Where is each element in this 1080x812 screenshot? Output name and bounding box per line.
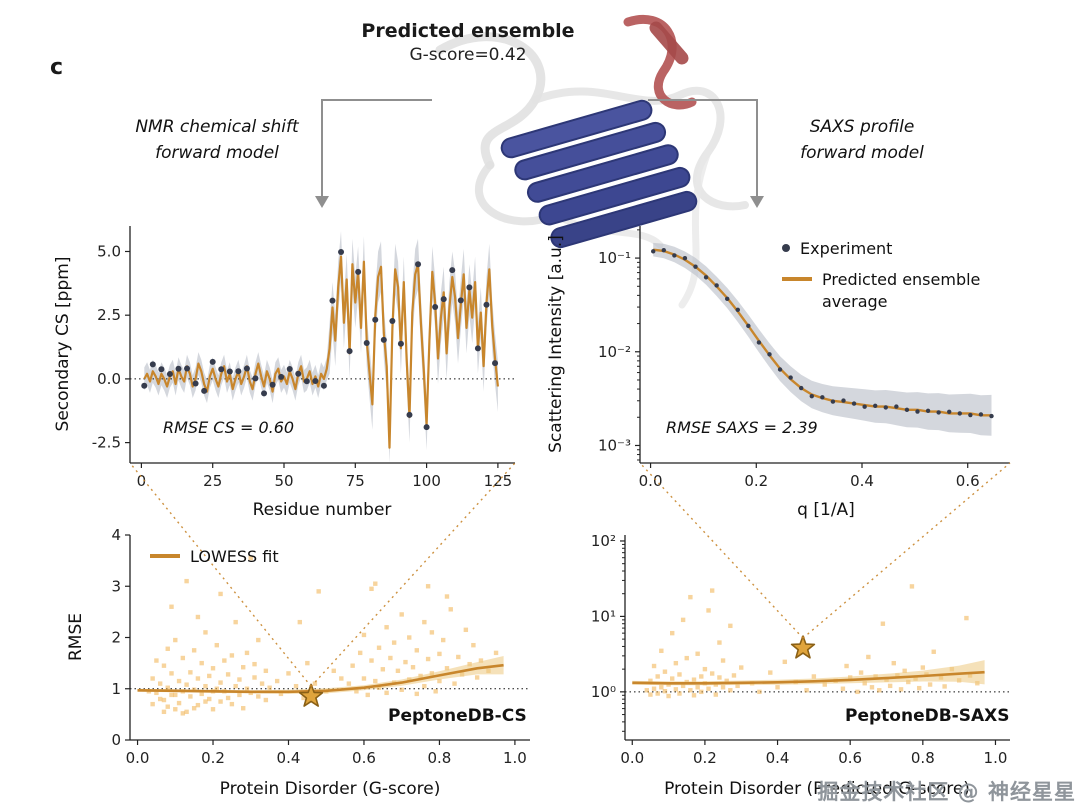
svg-text:4: 4 (111, 526, 121, 544)
callout-line: NMR chemical shift (135, 117, 299, 137)
svg-text:2.5: 2.5 (97, 306, 121, 324)
svg-text:100: 100 (412, 472, 441, 490)
svg-text:3: 3 (111, 577, 121, 595)
svg-text:0.6: 0.6 (956, 472, 980, 490)
svg-text:75: 75 (346, 472, 365, 490)
svg-text:0.2: 0.2 (744, 472, 768, 490)
saxs-forward-model-label: SAXS profile forward model (800, 114, 924, 166)
legend-label: LOWESS fit (190, 547, 279, 566)
coil-ribbon (531, 86, 749, 211)
svg-text:2: 2 (111, 629, 121, 647)
callout-line: forward model (155, 143, 279, 163)
legend-row-lowess: LOWESS fit (150, 546, 279, 568)
cs-x-axis-label: Residue number (252, 500, 392, 520)
svg-text:0.0: 0.0 (126, 749, 150, 767)
rmse-y-axis-label: RMSE (66, 612, 86, 662)
svg-text:0.2: 0.2 (693, 749, 717, 767)
svg-text:0.0: 0.0 (639, 472, 663, 490)
svg-text:0.4: 0.4 (850, 472, 874, 490)
svg-text:50: 50 (274, 472, 293, 490)
legend-row-experiment: Experiment (782, 238, 1007, 260)
cs-y-axis-label: Secondary CS [ppm] (53, 256, 73, 432)
predicted-line-icon (782, 277, 812, 281)
ensemble-title: Predicted ensemble (361, 20, 575, 42)
experiment-dot-icon (782, 244, 790, 252)
svg-text:1.0: 1.0 (984, 749, 1008, 767)
svg-text:0.0: 0.0 (97, 370, 121, 388)
peptonedb-cs-label: PeptoneDB-CS (388, 706, 527, 726)
coil-ribbon (551, 211, 664, 249)
svg-text:10²: 10² (591, 532, 616, 550)
gscore-subtitle: G-score=0.42 (409, 45, 527, 65)
rmse-cs-annotation: RMSE CS = 0.60 (163, 418, 295, 437)
watermark: 掘金技术社区 @ 神经星星 (817, 780, 1076, 804)
beta-strand-red (649, 21, 689, 65)
svg-text:0.4: 0.4 (766, 749, 790, 767)
svg-text:10⁰: 10⁰ (591, 683, 616, 701)
svg-text:10¹: 10¹ (591, 607, 616, 625)
gscore-x-axis-label: Protein Disorder (G-score) (219, 779, 441, 799)
legend-label: Experiment (800, 239, 893, 258)
svg-text:1.0: 1.0 (503, 749, 527, 767)
svg-text:5.0: 5.0 (97, 242, 121, 260)
saxs-x-axis-label: q [1/A] (797, 500, 855, 520)
svg-text:0.2: 0.2 (201, 749, 225, 767)
coil-ribbon (678, 148, 712, 309)
legend-label: Predicted ensemble average (822, 270, 981, 311)
nmr-forward-model-label: NMR chemical shift forward model (135, 114, 298, 166)
svg-text:10⁻¹: 10⁻¹ (598, 249, 631, 267)
svg-text:0.4: 0.4 (277, 749, 301, 767)
svg-text:0: 0 (111, 731, 121, 749)
svg-text:25: 25 (203, 472, 222, 490)
coil-ribbon (474, 161, 559, 226)
svg-text:0.8: 0.8 (428, 749, 452, 767)
saxs-y-axis-label: Scattering Intensity [a.u.] (546, 235, 566, 453)
lowess-line-icon (150, 554, 180, 558)
svg-text:-2.5: -2.5 (92, 434, 121, 452)
lowess-legend: LOWESS fit (150, 546, 279, 568)
svg-text:1: 1 (111, 680, 121, 698)
rmse-saxs-annotation: RMSE SAXS = 2.39 (666, 418, 818, 437)
svg-text:0.6: 0.6 (352, 749, 376, 767)
panel-label: c (50, 55, 64, 80)
predicted-gscore-x-axis-label: Protein Disorder (Predicted G-score) (664, 779, 970, 799)
peptonedb-saxs-label: PeptoneDB-SAXS (845, 706, 1010, 726)
legend-row-predicted: Predicted ensemble average (782, 269, 1007, 313)
svg-text:0.8: 0.8 (911, 749, 935, 767)
svg-text:0.0: 0.0 (620, 749, 644, 767)
saxs-legend: Experiment Predicted ensemble average (782, 238, 1007, 313)
beta-strand-red (623, 15, 697, 110)
callout-line: SAXS profile (809, 117, 915, 137)
ensemble-header: Predicted ensemble G-score=0.42 (361, 20, 574, 65)
callout-line: forward model (800, 143, 924, 163)
svg-text:10⁻²: 10⁻² (598, 343, 631, 361)
alpha-helix-blue (500, 99, 698, 249)
svg-text:125: 125 (484, 472, 513, 490)
svg-text:10⁻³: 10⁻³ (598, 436, 631, 454)
svg-text:0.6: 0.6 (838, 749, 862, 767)
svg-text:0: 0 (137, 472, 147, 490)
